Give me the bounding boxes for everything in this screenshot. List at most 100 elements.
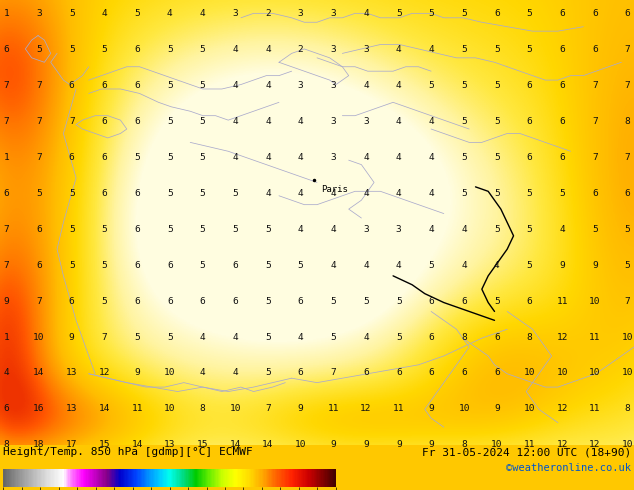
Text: 4: 4	[265, 117, 271, 126]
Text: 6: 6	[3, 45, 10, 54]
Text: 4: 4	[265, 189, 271, 197]
Text: 4: 4	[200, 333, 205, 342]
Text: 5: 5	[265, 368, 271, 377]
Text: Fr 31-05-2024 12:00 UTC (18+90): Fr 31-05-2024 12:00 UTC (18+90)	[422, 447, 631, 457]
Text: 5: 5	[363, 296, 369, 306]
Text: 12: 12	[589, 441, 600, 449]
Text: 4: 4	[265, 45, 271, 54]
Text: 11: 11	[557, 296, 568, 306]
Text: 4: 4	[233, 45, 238, 54]
Text: 5: 5	[36, 189, 42, 197]
Text: 10: 10	[230, 404, 241, 414]
Text: 3: 3	[298, 81, 304, 90]
Text: 4: 4	[233, 153, 238, 162]
Text: 4: 4	[233, 117, 238, 126]
Text: 6: 6	[134, 224, 140, 234]
Text: 5: 5	[298, 261, 304, 270]
Text: 4: 4	[363, 189, 369, 197]
Text: 5: 5	[396, 296, 401, 306]
Text: 10: 10	[622, 441, 633, 449]
Text: 9: 9	[559, 261, 565, 270]
Text: 5: 5	[101, 261, 107, 270]
Text: 15: 15	[99, 441, 110, 449]
Text: 5: 5	[265, 261, 271, 270]
Text: 7: 7	[592, 117, 598, 126]
Text: 7: 7	[3, 261, 10, 270]
Text: 3: 3	[363, 117, 369, 126]
Text: 10: 10	[164, 368, 176, 377]
Text: 3: 3	[330, 117, 336, 126]
Text: 6: 6	[559, 153, 565, 162]
Text: 6: 6	[592, 189, 598, 197]
Text: 8: 8	[200, 404, 205, 414]
Text: 6: 6	[233, 261, 238, 270]
Text: 3: 3	[330, 153, 336, 162]
Text: 18: 18	[34, 441, 45, 449]
Text: 5: 5	[462, 117, 467, 126]
Text: 5: 5	[200, 81, 205, 90]
Text: 5: 5	[167, 333, 172, 342]
Text: 7: 7	[36, 296, 42, 306]
Text: 6: 6	[429, 333, 434, 342]
Text: 4: 4	[298, 117, 304, 126]
Text: 4: 4	[330, 261, 336, 270]
Text: 5: 5	[624, 261, 631, 270]
Text: 5: 5	[69, 261, 75, 270]
Text: 6: 6	[494, 333, 500, 342]
Text: 6: 6	[36, 261, 42, 270]
Text: 7: 7	[3, 81, 10, 90]
Text: 5: 5	[167, 117, 172, 126]
Text: 9: 9	[134, 368, 140, 377]
Text: 3: 3	[36, 9, 42, 18]
Text: 12: 12	[557, 404, 568, 414]
Text: 6: 6	[592, 9, 598, 18]
Text: 5: 5	[200, 153, 205, 162]
Text: 11: 11	[328, 404, 339, 414]
Text: 10: 10	[458, 404, 470, 414]
Text: 5: 5	[396, 9, 401, 18]
Text: 11: 11	[393, 404, 404, 414]
Text: 4: 4	[200, 368, 205, 377]
Text: 8: 8	[462, 333, 467, 342]
Text: 5: 5	[134, 9, 140, 18]
Text: 6: 6	[363, 368, 369, 377]
Text: 6: 6	[167, 296, 172, 306]
Text: 5: 5	[265, 224, 271, 234]
Text: 11: 11	[524, 441, 535, 449]
Text: 11: 11	[589, 404, 600, 414]
Text: 7: 7	[624, 81, 631, 90]
Text: 5: 5	[494, 189, 500, 197]
Text: 14: 14	[230, 441, 241, 449]
Text: 6: 6	[134, 189, 140, 197]
Text: 5: 5	[494, 296, 500, 306]
Text: 5: 5	[167, 224, 172, 234]
Text: 4: 4	[298, 333, 304, 342]
Text: 6: 6	[559, 45, 565, 54]
Text: 6: 6	[167, 261, 172, 270]
Text: 6: 6	[624, 189, 631, 197]
Text: 5: 5	[429, 9, 434, 18]
Text: 9: 9	[429, 441, 434, 449]
Text: 6: 6	[624, 9, 631, 18]
Text: 4: 4	[429, 224, 434, 234]
Text: 7: 7	[3, 224, 10, 234]
Text: 4: 4	[462, 224, 467, 234]
Text: 6: 6	[298, 368, 304, 377]
Text: 9: 9	[363, 441, 369, 449]
Text: 6: 6	[559, 117, 565, 126]
Text: 5: 5	[200, 189, 205, 197]
Text: 5: 5	[167, 153, 172, 162]
Text: 10: 10	[622, 368, 633, 377]
Text: 4: 4	[363, 153, 369, 162]
Text: 6: 6	[527, 153, 533, 162]
Text: 8: 8	[462, 441, 467, 449]
Text: 6: 6	[200, 296, 205, 306]
Text: 7: 7	[592, 81, 598, 90]
Text: 4: 4	[265, 81, 271, 90]
Text: 7: 7	[330, 368, 336, 377]
Text: 6: 6	[134, 117, 140, 126]
Text: 6: 6	[527, 117, 533, 126]
Text: 4: 4	[462, 261, 467, 270]
Text: 10: 10	[524, 368, 535, 377]
Text: 7: 7	[624, 45, 631, 54]
